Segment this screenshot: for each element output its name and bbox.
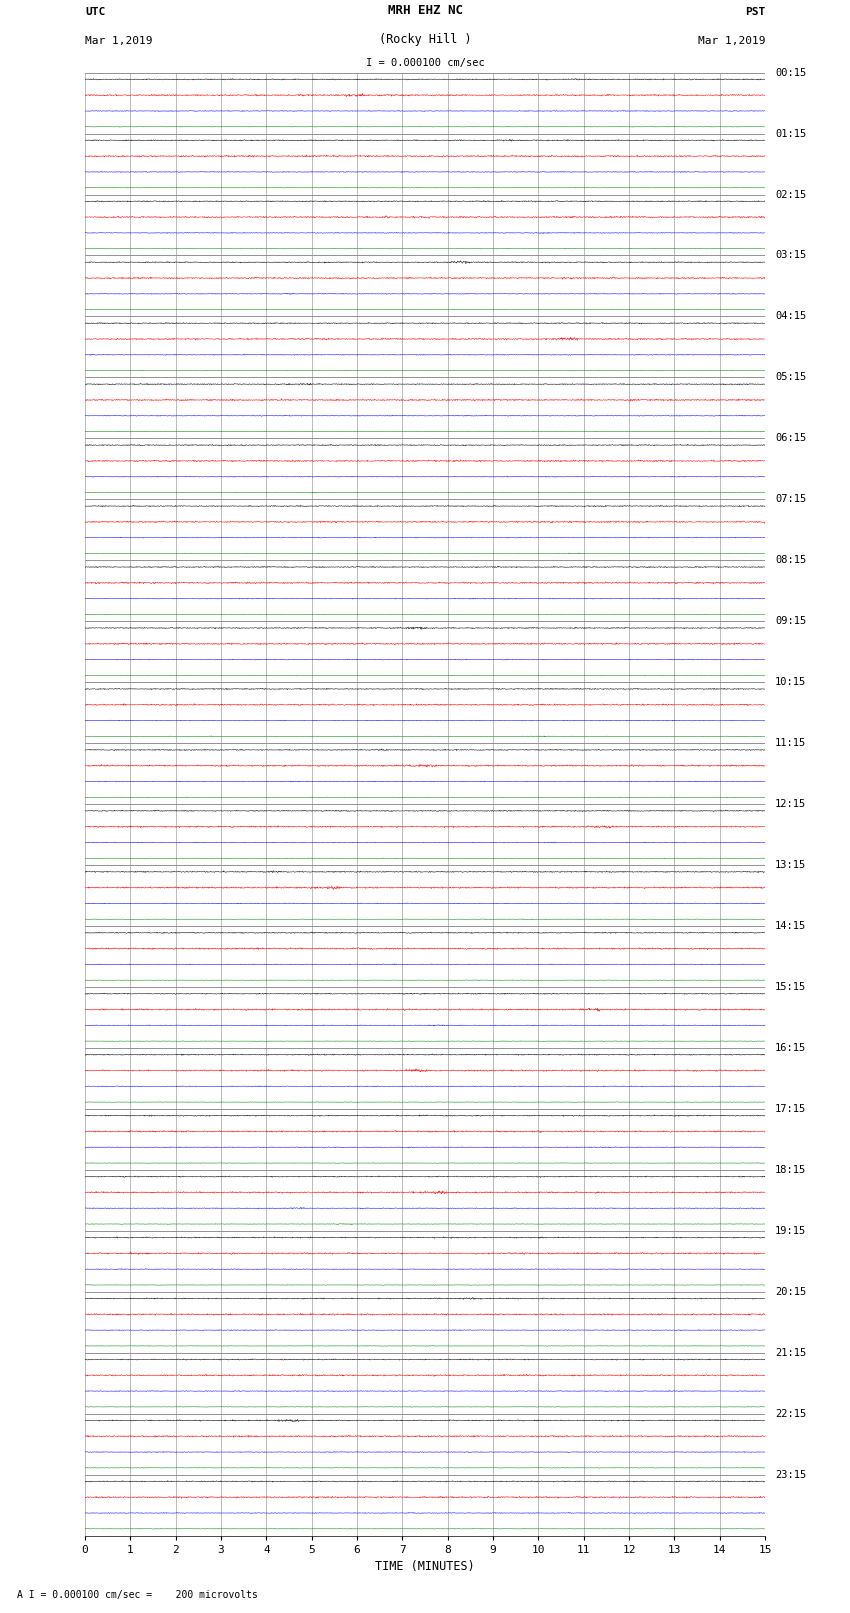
- Text: 10:15: 10:15: [775, 677, 807, 687]
- Text: 16:15: 16:15: [775, 1044, 807, 1053]
- Text: PST: PST: [745, 6, 765, 18]
- Text: 09:15: 09:15: [775, 616, 807, 626]
- Text: 18:15: 18:15: [775, 1165, 807, 1174]
- Text: I = 0.000100 cm/sec: I = 0.000100 cm/sec: [366, 58, 484, 68]
- X-axis label: TIME (MINUTES): TIME (MINUTES): [375, 1560, 475, 1573]
- Text: 06:15: 06:15: [775, 434, 807, 444]
- Text: 05:15: 05:15: [775, 373, 807, 382]
- Text: 03:15: 03:15: [775, 250, 807, 260]
- Text: 19:15: 19:15: [775, 1226, 807, 1236]
- Text: MRH EHZ NC: MRH EHZ NC: [388, 3, 462, 18]
- Text: 21:15: 21:15: [775, 1348, 807, 1358]
- Text: 07:15: 07:15: [775, 494, 807, 505]
- Text: 04:15: 04:15: [775, 311, 807, 321]
- Text: 00:15: 00:15: [775, 68, 807, 77]
- Text: 17:15: 17:15: [775, 1103, 807, 1115]
- Text: Mar 1,2019: Mar 1,2019: [85, 35, 152, 47]
- Text: UTC: UTC: [85, 6, 105, 18]
- Text: 15:15: 15:15: [775, 982, 807, 992]
- Text: 02:15: 02:15: [775, 189, 807, 200]
- Text: 13:15: 13:15: [775, 860, 807, 869]
- Text: 12:15: 12:15: [775, 798, 807, 810]
- Text: 08:15: 08:15: [775, 555, 807, 565]
- Text: 11:15: 11:15: [775, 739, 807, 748]
- Text: Mar 1,2019: Mar 1,2019: [698, 35, 765, 47]
- Text: 20:15: 20:15: [775, 1287, 807, 1297]
- Text: 23:15: 23:15: [775, 1469, 807, 1479]
- Text: 14:15: 14:15: [775, 921, 807, 931]
- Text: 01:15: 01:15: [775, 129, 807, 139]
- Text: 22:15: 22:15: [775, 1408, 807, 1419]
- Text: (Rocky Hill ): (Rocky Hill ): [379, 34, 471, 47]
- Text: A I = 0.000100 cm/sec =    200 microvolts: A I = 0.000100 cm/sec = 200 microvolts: [17, 1590, 258, 1600]
